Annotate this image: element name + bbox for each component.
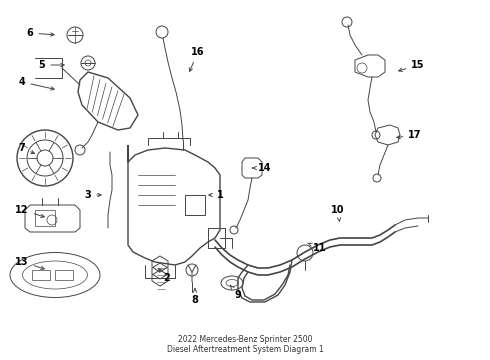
Text: 15: 15: [399, 60, 425, 72]
Text: 4: 4: [19, 77, 54, 90]
Text: 8: 8: [192, 289, 198, 305]
Text: 5: 5: [39, 60, 64, 70]
Text: 2: 2: [159, 269, 171, 283]
Text: 14: 14: [252, 163, 272, 173]
Text: 2022 Mercedes-Benz Sprinter 2500: 2022 Mercedes-Benz Sprinter 2500: [178, 336, 312, 345]
Text: 10: 10: [331, 205, 345, 221]
Text: 11: 11: [308, 243, 327, 253]
Text: 17: 17: [397, 130, 422, 140]
Text: 12: 12: [15, 205, 44, 217]
Text: Diesel Aftertreatment System Diagram 1: Diesel Aftertreatment System Diagram 1: [167, 346, 323, 355]
Text: 7: 7: [19, 143, 34, 154]
Text: 1: 1: [209, 190, 223, 200]
Text: 16: 16: [189, 47, 205, 71]
Text: 9: 9: [230, 285, 242, 300]
Text: 13: 13: [15, 257, 44, 270]
Text: 3: 3: [85, 190, 101, 200]
Text: 6: 6: [26, 28, 54, 38]
